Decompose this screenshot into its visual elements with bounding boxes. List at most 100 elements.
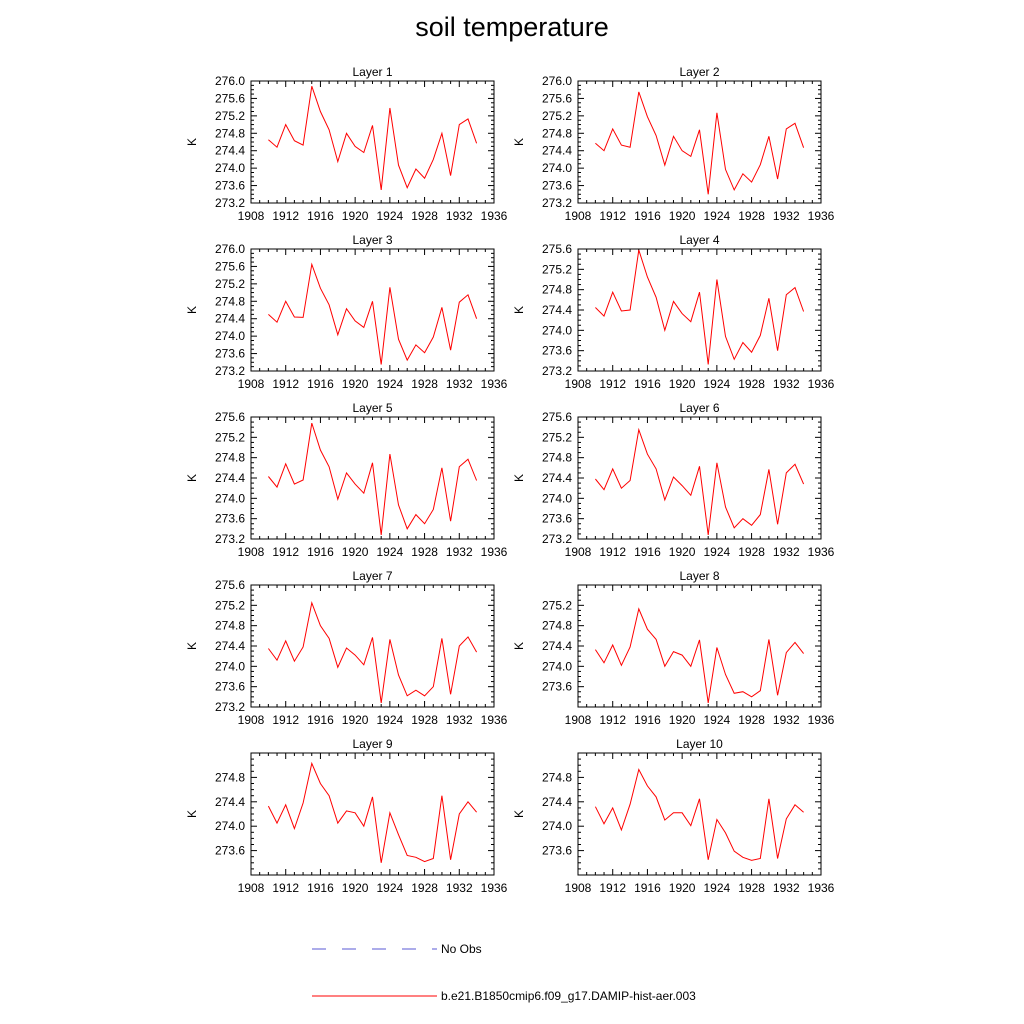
layer-4-ytick-label: 275.6 — [542, 242, 572, 256]
layer-7-xtick-label: 1932 — [446, 713, 473, 727]
layer-5-ytick-label: 275.2 — [215, 430, 245, 444]
layer-2-xtick-label: 1932 — [773, 209, 800, 223]
layer-3-xtick-label: 1908 — [238, 377, 265, 391]
layer-3-ytick-label: 274.4 — [215, 312, 245, 326]
layer-7-xtick-label: 1928 — [411, 713, 438, 727]
layer-2-xtick-label: 1908 — [565, 209, 592, 223]
layer-7-ylabel: K — [185, 642, 199, 650]
layer-6-ytick-label: 273.6 — [542, 512, 572, 526]
layer-3-panel: Layer 3 K 1908 1912 1916 1920 1924 1928 1932 1936… — [185, 233, 508, 391]
layer-9-panel: Layer 9 K 1908 1912 1916 1920 1924 1928 1932 1936… — [185, 737, 508, 895]
layer-6-ytick-label: 275.2 — [542, 430, 572, 444]
layer-6-title: Layer 6 — [679, 401, 719, 415]
layer-4-xtick-label: 1932 — [773, 377, 800, 391]
layer-9-xtick-label: 1916 — [307, 881, 334, 895]
layer-6-xtick-label: 1924 — [704, 545, 731, 559]
layer-3-ylabel: K — [185, 306, 199, 314]
legend-model-label: b.e21.B1850cmip6.f09_g17.DAMIP-hist-aer.… — [441, 989, 696, 1003]
layer-4-xtick-label: 1920 — [669, 377, 696, 391]
layer-5-xtick-label: 1916 — [307, 545, 334, 559]
layer-7-panel: Layer 7 K 1908 1912 1916 1920 1924 1928 1932 1936… — [185, 569, 508, 727]
layer-5-xtick-label: 1908 — [238, 545, 265, 559]
layer-1-ylabel: K — [185, 138, 199, 146]
layer-10-panel: Layer 10 K 1908 1912 1916 1920 1924 1928 1932 193… — [512, 737, 835, 895]
layer-2-ytick-label: 274.0 — [542, 161, 572, 175]
layer-10-ylabel: K — [512, 810, 526, 818]
layer-4-xtick-label: 1916 — [634, 377, 661, 391]
layer-8-xtick-label: 1924 — [704, 713, 731, 727]
layer-8-ytick-label: 273.6 — [542, 680, 572, 694]
layer-8-plot-frame — [577, 584, 822, 708]
layer-2-ytick-label: 275.2 — [542, 109, 572, 123]
layer-2-ytick-label: 275.6 — [542, 91, 572, 105]
layer-10-xtick-label: 1936 — [808, 881, 835, 895]
layer-7-ytick-label: 274.4 — [215, 639, 245, 653]
layer-1-title: Layer 1 — [352, 65, 392, 79]
layer-1-xtick-label: 1920 — [342, 209, 369, 223]
layer-4-series-line — [595, 249, 805, 365]
layer-1-xtick-label: 1912 — [272, 209, 299, 223]
layer-1-xtick-label: 1936 — [481, 209, 508, 223]
layer-7-xtick-label: 1912 — [272, 713, 299, 727]
layer-2-ytick-label: 273.6 — [542, 179, 572, 193]
layer-8-ytick-label: 274.4 — [542, 639, 572, 653]
layer-4-title: Layer 4 — [679, 233, 719, 247]
layer-1-ytick-label: 276.0 — [215, 74, 245, 88]
layer-5-ylabel: K — [185, 474, 199, 482]
layer-6-ylabel: K — [512, 474, 526, 482]
layer-10-ytick-label: 274.4 — [542, 795, 572, 809]
layer-10-xtick-label: 1908 — [565, 881, 592, 895]
layer-6-ytick-label: 274.4 — [542, 471, 572, 485]
layer-9-plot-frame — [250, 752, 495, 876]
layer-5-xtick-label: 1924 — [377, 545, 404, 559]
layer-9-ylabel: K — [185, 810, 199, 818]
layer-5-ytick-label: 274.8 — [215, 451, 245, 465]
layer-7-xtick-label: 1916 — [307, 713, 334, 727]
layer-9-ytick-label: 274.8 — [215, 770, 245, 784]
layer-4-ytick-label: 273.6 — [542, 344, 572, 358]
layer-5-xtick-label: 1936 — [481, 545, 508, 559]
layer-10-xtick-label: 1920 — [669, 881, 696, 895]
layer-2-title: Layer 2 — [679, 65, 719, 79]
layer-10-ytick-label: 274.8 — [542, 770, 572, 784]
layer-7-ytick-label: 273.6 — [215, 680, 245, 694]
layer-9-xtick-label: 1932 — [446, 881, 473, 895]
layer-7-xtick-label: 1908 — [238, 713, 265, 727]
layer-5-ytick-label: 273.6 — [215, 512, 245, 526]
layer-5-xtick-label: 1912 — [272, 545, 299, 559]
layer-10-xtick-label: 1928 — [738, 881, 765, 895]
layer-3-ytick-label: 276.0 — [215, 242, 245, 256]
layer-3-xtick-label: 1920 — [342, 377, 369, 391]
layer-8-title: Layer 8 — [679, 569, 719, 583]
layer-4-ytick-label: 274.4 — [542, 303, 572, 317]
layer-10-xtick-label: 1912 — [599, 881, 626, 895]
layer-2-xtick-label: 1928 — [738, 209, 765, 223]
layer-6-panel: Layer 6 K 1908 1912 1916 1920 1924 1928 1932 1936… — [512, 401, 835, 559]
layer-4-ylabel: K — [512, 306, 526, 314]
layer-9-xtick-label: 1912 — [272, 881, 299, 895]
layer-2-plot-frame — [577, 80, 822, 204]
layer-6-xtick-label: 1936 — [808, 545, 835, 559]
layer-6-plot-frame — [577, 416, 822, 540]
layer-8-series-line — [594, 607, 804, 703]
layer-5-xtick-label: 1928 — [411, 545, 438, 559]
layer-8-xtick-label: 1908 — [565, 713, 592, 727]
layer-1-ytick-label: 273.6 — [215, 179, 245, 193]
layer-5-series-line — [268, 422, 478, 535]
layer-1-series-line — [268, 86, 478, 190]
layer-1-xtick-label: 1932 — [446, 209, 473, 223]
layer-2-xtick-label: 1936 — [808, 209, 835, 223]
layer-3-xtick-label: 1928 — [411, 377, 438, 391]
layer-9-xtick-label: 1920 — [342, 881, 369, 895]
layer-6-series-line — [595, 427, 805, 535]
legend: No Obs b.e21.B1850cmip6.f09_g17.DAMIP-his… — [312, 942, 696, 1003]
layer-10-title: Layer 10 — [676, 737, 723, 751]
layer-7-ytick-label: 275.6 — [215, 578, 245, 592]
layer-6-ytick-label: 275.6 — [542, 410, 572, 424]
layer-1-xtick-label: 1928 — [411, 209, 438, 223]
layer-5-xtick-label: 1932 — [446, 545, 473, 559]
legend-no-obs-label: No Obs — [441, 942, 482, 956]
layer-6-ytick-label: 274.8 — [542, 451, 572, 465]
layer-7-ytick-label: 273.2 — [215, 700, 245, 714]
layer-1-ytick-label: 275.2 — [215, 109, 245, 123]
